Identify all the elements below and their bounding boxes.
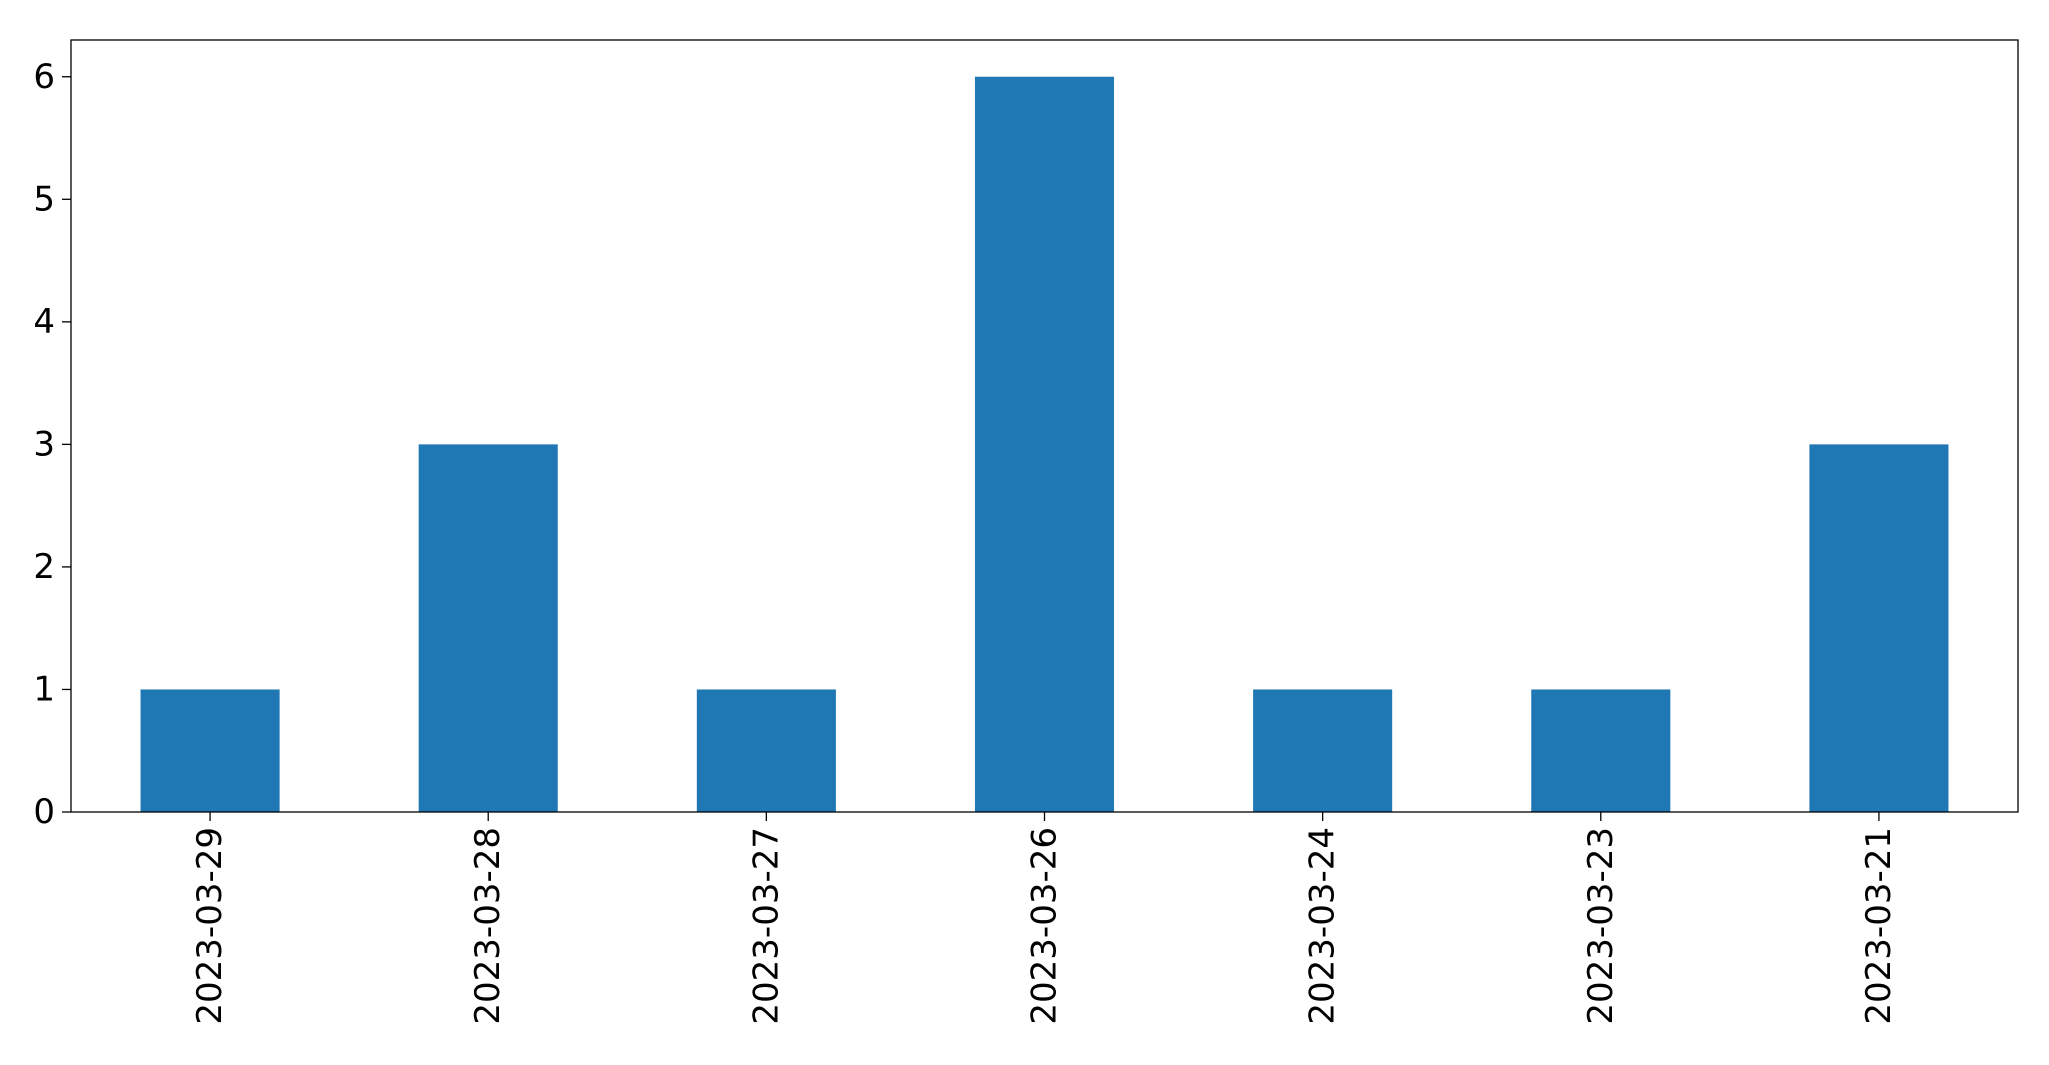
y-axis: 0 1 2 3 4 5 6 bbox=[33, 57, 71, 832]
x-tick-label: 2023-03-26 bbox=[1025, 827, 1065, 1025]
y-tick-label: 3 bbox=[33, 424, 55, 464]
x-tick-label: 2023-03-27 bbox=[746, 827, 786, 1025]
x-tick-label: 2023-03-24 bbox=[1303, 827, 1343, 1025]
x-tick-label: 2023-03-28 bbox=[468, 827, 508, 1025]
x-tick-label: 2023-03-23 bbox=[1581, 827, 1621, 1025]
y-tick-label: 1 bbox=[33, 669, 55, 709]
y-tick-label: 6 bbox=[33, 57, 55, 97]
x-tick-label: 2023-03-21 bbox=[1859, 827, 1899, 1025]
plot-frame bbox=[70, 39, 2019, 813]
x-tick-label: 2023-03-29 bbox=[190, 827, 230, 1025]
y-tick-label: 2 bbox=[33, 547, 55, 587]
bar-2023-03-24 bbox=[1253, 689, 1393, 812]
bar-2023-03-21 bbox=[1809, 444, 1949, 812]
y-tick-label: 5 bbox=[33, 179, 55, 219]
y-tick-label: 0 bbox=[33, 792, 55, 832]
bar-2023-03-27 bbox=[696, 689, 836, 812]
bars-group bbox=[140, 76, 1949, 812]
bar-2023-03-29 bbox=[140, 689, 280, 812]
bar-2023-03-23 bbox=[1531, 689, 1671, 812]
x-axis: 2023-03-29 2023-03-28 2023-03-27 2023-03-26… bbox=[190, 812, 1899, 1025]
y-tick-label: 4 bbox=[33, 302, 55, 342]
bar-2023-03-26 bbox=[974, 76, 1115, 812]
bar-2023-03-28 bbox=[418, 444, 558, 812]
